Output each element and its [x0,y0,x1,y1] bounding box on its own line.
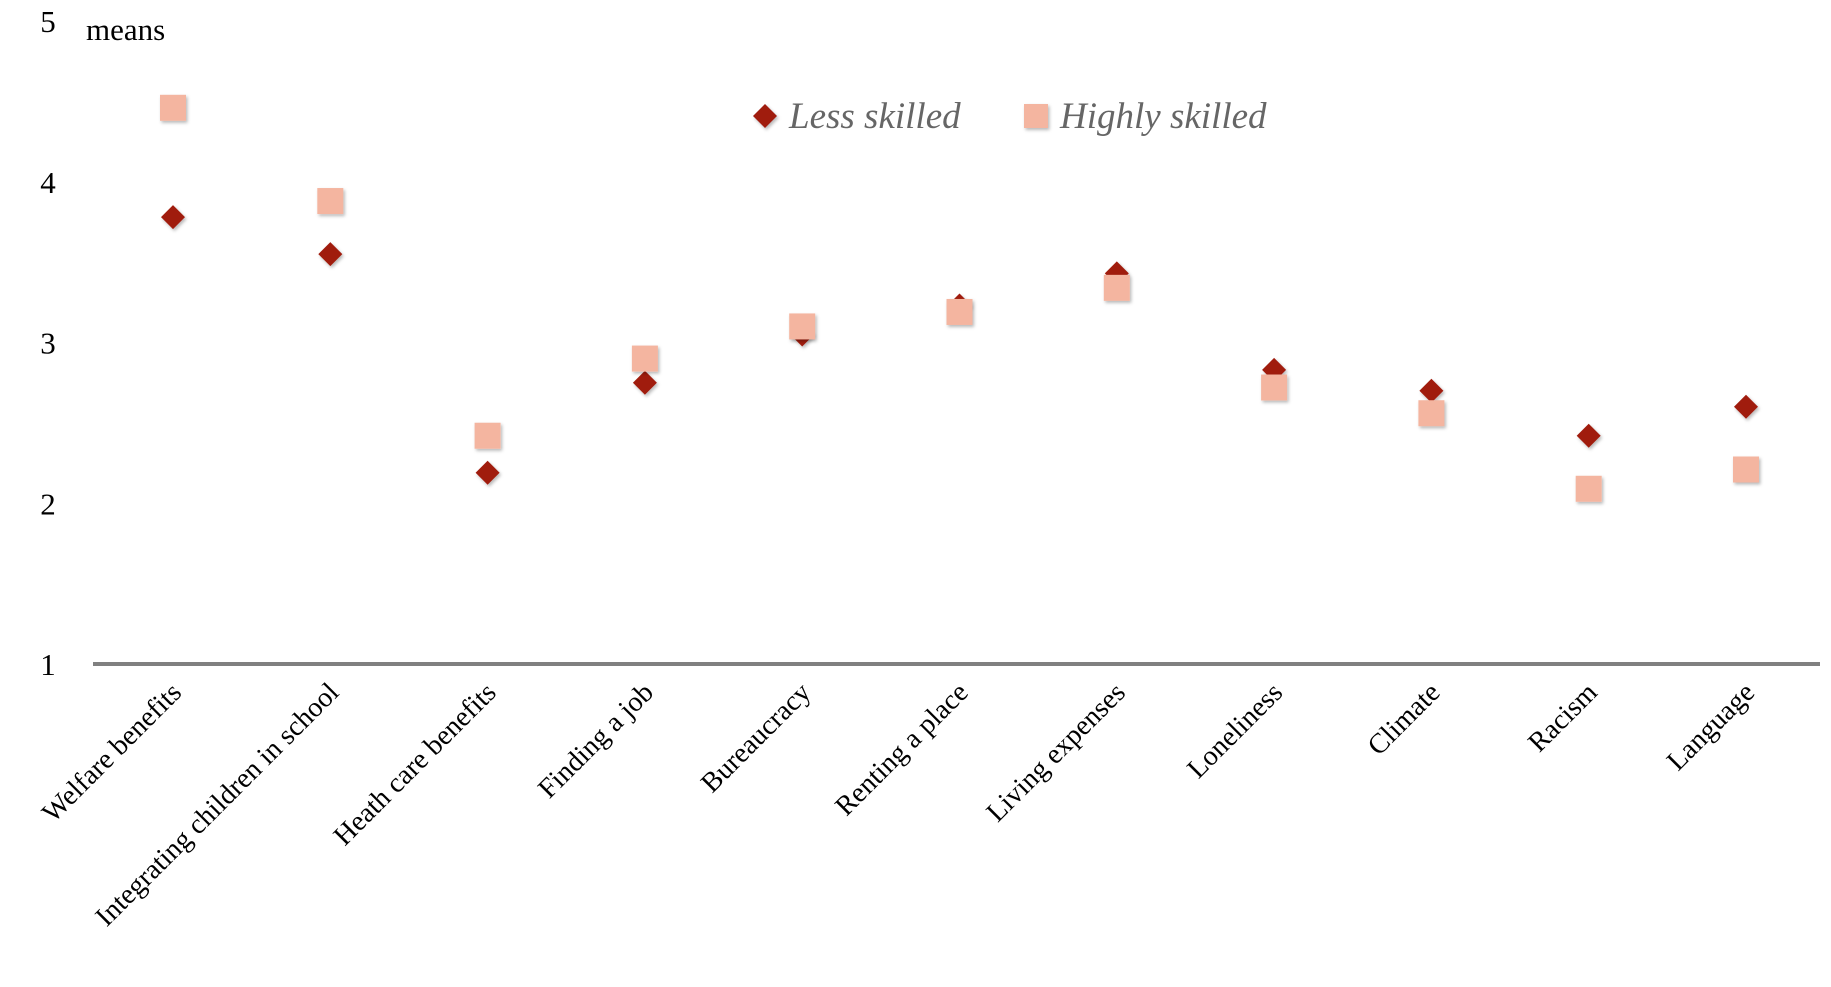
x-category-label: Heath care benefits [328,677,503,852]
y-tick-label: 2 [40,486,56,521]
highly-skilled-point [160,94,186,121]
highly-skilled-point [789,313,816,340]
x-category-label: Renting a place [829,677,974,822]
x-category-label: Climate [1362,677,1447,762]
x-category-label: Loneliness [1181,677,1289,785]
less-skilled-point [632,370,657,395]
legend-marker-less-skilled [753,104,777,128]
less-skilled-point [1419,378,1444,403]
x-category-label: Welfare benefits [36,677,188,829]
less-skilled-point [161,205,185,230]
legend-label: Less skilled [788,96,961,137]
x-category-label: Finding a job [532,677,660,805]
x-category-label: Bureaucracy [695,677,817,799]
less-skilled-point [1576,423,1601,448]
x-category-label: Racism [1522,677,1603,758]
less-skilled-point [475,460,500,485]
highly-skilled-point [317,188,344,215]
less-skilled-point [1734,394,1758,419]
y-tick-label: 5 [40,4,56,39]
y-tick-label: 1 [40,647,56,682]
legend: Less skilled Highly skilled [753,96,1267,137]
legend-marker-highly-skilled [1024,104,1048,128]
highly-skilled-point [1103,274,1130,301]
y-axis-label: means [86,12,165,47]
data-markers [160,94,1759,502]
highly-skilled-point [1733,456,1759,483]
highly-skilled-point [1261,374,1288,401]
x-category-label: Language [1661,677,1761,777]
legend-label: Highly skilled [1059,96,1267,137]
y-tick-label: 3 [40,326,56,361]
less-skilled-point [318,242,343,267]
highly-skilled-point [1418,400,1445,427]
x-category-label: Living expenses [981,677,1132,828]
y-axis-tick-labels: 1 2 3 4 5 [40,4,56,682]
highly-skilled-point [474,422,501,449]
highly-skilled-point [1575,475,1602,502]
highly-skilled-point [631,345,658,372]
highly-skilled-point [946,298,973,325]
y-tick-label: 4 [40,165,56,200]
